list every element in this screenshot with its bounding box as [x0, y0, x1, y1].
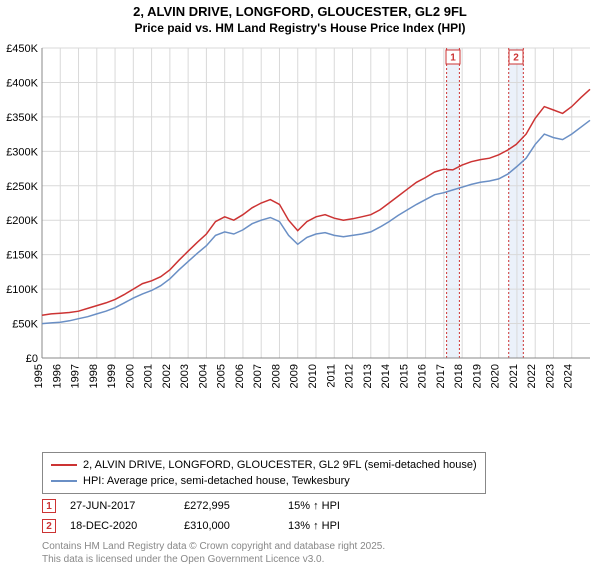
x-tick-label: 2010	[307, 364, 319, 388]
y-tick-label: £450K	[6, 43, 38, 55]
x-tick-label: 2006	[234, 364, 246, 388]
band-marker-label: 2	[513, 53, 519, 64]
x-tick-label: 2021	[508, 364, 520, 388]
x-tick-label: 2007	[252, 364, 264, 388]
x-tick-label: 1995	[33, 364, 45, 388]
x-tick-label: 2023	[544, 364, 556, 388]
highlight-band	[447, 48, 460, 358]
sale-marker: 1	[42, 499, 56, 513]
sale-price: £310,000	[184, 520, 274, 532]
footer-attribution: Contains HM Land Registry data © Crown c…	[42, 540, 385, 566]
y-tick-label: £50K	[12, 319, 38, 331]
sale-price: £272,995	[184, 500, 274, 512]
y-tick-label: £150K	[6, 250, 38, 262]
x-tick-label: 2004	[197, 364, 209, 388]
x-tick-label: 2012	[344, 364, 356, 388]
legend-row: HPI: Average price, semi-detached house,…	[51, 473, 477, 489]
chart-container: £0 £50K £100K £150K £200K £250K £300K £350K £400…	[0, 40, 600, 410]
x-tick-label: 2018	[453, 364, 465, 388]
legend-row: 2, ALVIN DRIVE, LONGFORD, GLOUCESTER, GL…	[51, 457, 477, 473]
legend-label: 2, ALVIN DRIVE, LONGFORD, GLOUCESTER, GL…	[83, 459, 477, 471]
x-tick-label: 2024	[563, 364, 575, 388]
chart-title-line2: Price paid vs. HM Land Registry's House …	[0, 21, 600, 35]
x-tick-label: 1996	[51, 364, 63, 388]
highlight-band	[509, 48, 524, 358]
x-tick-label: 1998	[88, 364, 100, 388]
x-tick-label: 1997	[70, 364, 82, 388]
x-tick-label: 2009	[289, 364, 301, 388]
x-tick-label: 2019	[471, 364, 483, 388]
y-tick-label: £350K	[6, 112, 38, 124]
x-tick-label: 2001	[143, 364, 155, 388]
x-tick-label: 2005	[216, 364, 228, 388]
legend-swatch	[51, 464, 77, 466]
x-tick-label: 2011	[325, 364, 337, 388]
y-tick-label: £300K	[6, 146, 38, 158]
x-tick-label: 2000	[124, 364, 136, 388]
x-tick-label: 2013	[362, 364, 374, 388]
x-tick-label: 2015	[398, 364, 410, 388]
sale-row: 1 27-JUN-2017 £272,995 15% ↑ HPI	[42, 496, 340, 516]
x-tick-label: 2014	[380, 364, 392, 388]
x-tick-label: 2016	[417, 364, 429, 388]
y-tick-label: £100K	[6, 284, 38, 296]
y-tick-label: £250K	[6, 181, 38, 193]
sale-pct: 15% ↑ HPI	[288, 500, 340, 512]
sale-marker: 2	[42, 519, 56, 533]
y-tick-label: £200K	[6, 215, 38, 227]
chart-svg: £0 £50K £100K £150K £200K £250K £300K £350K £400…	[0, 40, 600, 410]
legend-swatch	[51, 480, 77, 482]
x-tick-label: 1999	[106, 364, 118, 388]
x-tick-label: 2020	[490, 364, 502, 388]
sale-row: 2 18-DEC-2020 £310,000 13% ↑ HPI	[42, 516, 340, 536]
footer-line1: Contains HM Land Registry data © Crown c…	[42, 540, 385, 553]
legend: 2, ALVIN DRIVE, LONGFORD, GLOUCESTER, GL…	[42, 452, 486, 494]
sale-date: 27-JUN-2017	[70, 500, 170, 512]
x-tick-label: 2003	[179, 364, 191, 388]
band-marker-label: 1	[450, 53, 456, 64]
legend-label: HPI: Average price, semi-detached house,…	[83, 475, 350, 487]
x-tick-label: 2022	[526, 364, 538, 388]
y-tick-label: £0	[26, 353, 38, 365]
x-tick-label: 2002	[161, 364, 173, 388]
sale-pct: 13% ↑ HPI	[288, 520, 340, 532]
x-tick-label: 2017	[435, 364, 447, 388]
sales-list: 1 27-JUN-2017 £272,995 15% ↑ HPI 2 18-DEC-202…	[42, 496, 340, 536]
sale-date: 18-DEC-2020	[70, 520, 170, 532]
x-tick-label: 2008	[270, 364, 282, 388]
chart-title-line1: 2, ALVIN DRIVE, LONGFORD, GLOUCESTER, GL…	[0, 0, 600, 21]
y-tick-label: £400K	[6, 77, 38, 89]
